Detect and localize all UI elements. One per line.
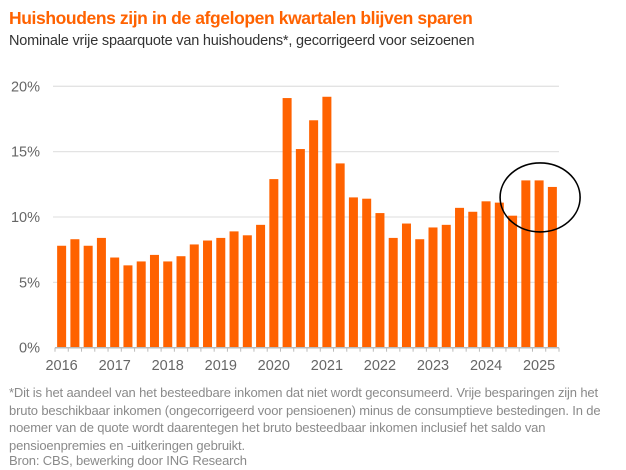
chart-subtitle: Nominale vrije spaarquote van huishouden… bbox=[9, 33, 475, 49]
bar bbox=[441, 224, 451, 348]
bar bbox=[335, 163, 345, 348]
bar bbox=[534, 180, 544, 348]
bar bbox=[216, 237, 226, 348]
x-tick-label: 2024 bbox=[470, 358, 502, 374]
y-tick-label: 20% bbox=[11, 79, 40, 95]
bar bbox=[229, 231, 239, 348]
x-axis bbox=[54, 346, 560, 352]
bar bbox=[322, 96, 332, 348]
bar bbox=[242, 235, 252, 348]
bar bbox=[83, 245, 93, 348]
bar bbox=[163, 261, 173, 348]
bar bbox=[375, 213, 385, 348]
bar bbox=[348, 197, 358, 348]
bar bbox=[70, 239, 80, 348]
bar bbox=[309, 120, 319, 348]
highlight-ellipse bbox=[499, 162, 581, 233]
bar bbox=[96, 237, 106, 348]
bars bbox=[57, 96, 557, 348]
x-tick-label: 2022 bbox=[364, 358, 396, 374]
y-axis-labels: 0% 5% 10% 15% 20% bbox=[11, 79, 40, 356]
bar bbox=[481, 201, 491, 348]
x-tick-label: 2016 bbox=[45, 358, 77, 374]
y-tick-label: 15% bbox=[11, 145, 40, 161]
x-tick-label: 2018 bbox=[152, 358, 184, 374]
bar bbox=[547, 186, 557, 348]
bar bbox=[401, 223, 411, 348]
bar bbox=[362, 198, 372, 348]
bar bbox=[295, 149, 305, 348]
bar bbox=[176, 256, 186, 348]
bar bbox=[521, 180, 531, 348]
x-tick-label: 2023 bbox=[417, 358, 449, 374]
bar bbox=[508, 215, 518, 348]
bar bbox=[203, 240, 213, 348]
bar bbox=[189, 244, 199, 348]
x-tick-label: 2020 bbox=[258, 358, 290, 374]
footnote: *Dit is het aandeel van het besteedbare … bbox=[9, 385, 601, 453]
bar bbox=[415, 239, 425, 348]
chart-title: Huishoudens zijn in de afgelopen kwartal… bbox=[9, 8, 473, 28]
bar bbox=[388, 237, 398, 348]
bar bbox=[256, 224, 266, 348]
x-tick-label: 2017 bbox=[99, 358, 131, 374]
x-axis-labels: 2016 2017 2018 2019 2020 2021 2022 2023 2024 2025 bbox=[45, 358, 555, 374]
bar bbox=[455, 207, 465, 348]
y-tick-label: 10% bbox=[11, 210, 40, 226]
bar bbox=[136, 261, 146, 348]
x-tick-label: 2021 bbox=[311, 358, 343, 374]
bar bbox=[468, 211, 478, 348]
x-tick-label: 2025 bbox=[523, 358, 555, 374]
y-tick-label: 0% bbox=[19, 341, 40, 357]
annotations bbox=[499, 162, 581, 233]
bar bbox=[428, 227, 438, 348]
bar bbox=[269, 179, 279, 348]
bar bbox=[110, 257, 120, 348]
y-tick-label: 5% bbox=[19, 275, 40, 291]
bar bbox=[149, 254, 159, 348]
bar bbox=[494, 202, 504, 348]
bar bbox=[282, 98, 292, 348]
bar-chart: 0%5%10%15%20% 2016 2017 2018 2019 2020 2021 20… bbox=[11, 79, 581, 374]
source-note: Bron: CBS, bewerking door ING Research bbox=[9, 453, 247, 468]
x-tick-label: 2019 bbox=[205, 358, 237, 374]
bar bbox=[123, 265, 133, 348]
bar bbox=[57, 245, 67, 348]
